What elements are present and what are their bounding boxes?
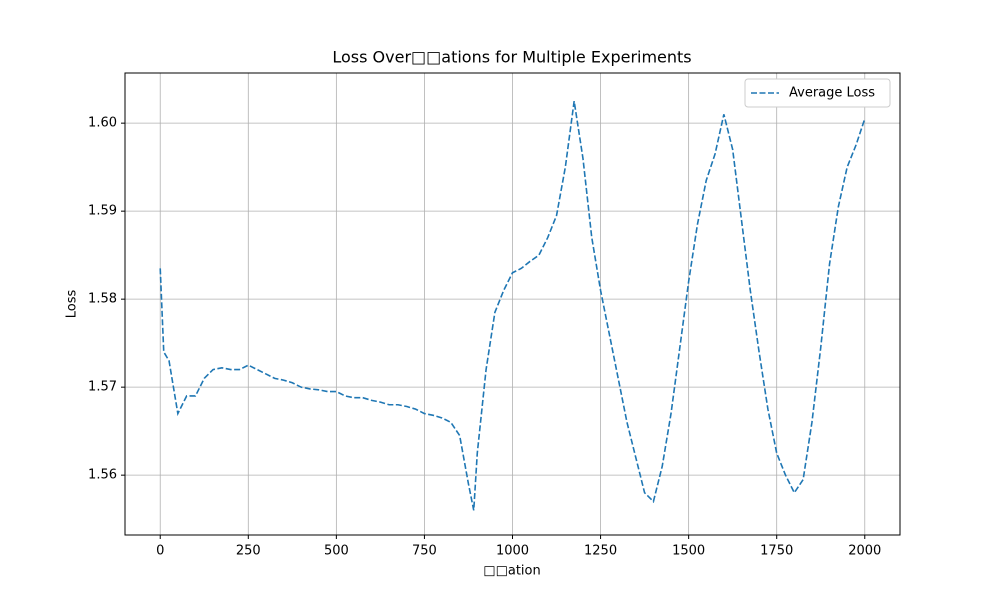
x-axis-label: □□ation <box>483 564 540 579</box>
y-tick-label: 1.60 <box>88 116 117 131</box>
y-tick-label: 1.58 <box>88 292 117 307</box>
x-tick-label: 1750 <box>760 544 793 559</box>
x-tick-label: 1250 <box>584 544 617 559</box>
chart-title: Loss Over□□ations for Multiple Experimen… <box>332 48 691 67</box>
y-tick-label: 1.56 <box>88 468 117 483</box>
legend-box <box>744 78 891 108</box>
x-tick-label: 1500 <box>672 544 705 559</box>
plot-frame <box>124 72 901 536</box>
x-tick-label: 1000 <box>496 544 529 559</box>
legend-label: Average Loss <box>789 86 875 101</box>
y-axis-label: Loss <box>65 290 80 319</box>
x-tick-label: 0 <box>156 544 164 559</box>
y-tick-label: 1.57 <box>88 380 117 395</box>
legend: Average Loss <box>744 78 891 108</box>
x-tick-label: 2000 <box>848 544 881 559</box>
x-tick-label: 750 <box>412 544 437 559</box>
y-tick-label: 1.59 <box>88 204 117 219</box>
x-tick-label: 250 <box>236 544 261 559</box>
x-tick-label: 500 <box>324 544 349 559</box>
